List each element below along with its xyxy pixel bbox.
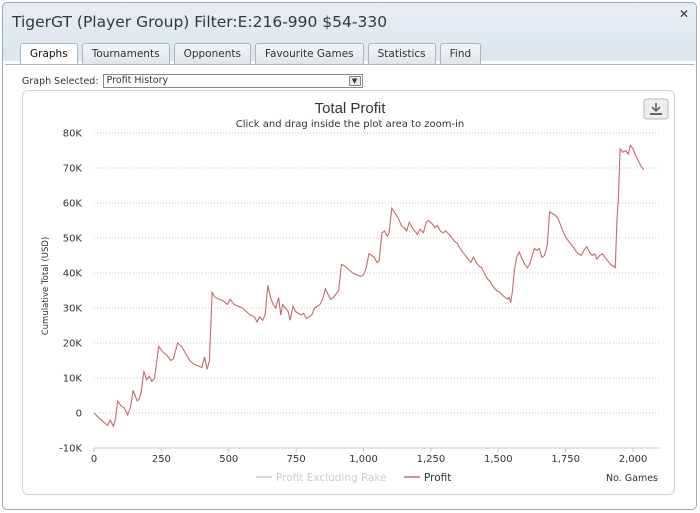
y-tick-label: 30K <box>63 304 83 315</box>
close-icon[interactable]: ✕ <box>678 7 689 21</box>
y-tick-label: 70K <box>63 164 83 175</box>
legend-label-profit: Profit <box>424 472 451 484</box>
chart-panel <box>22 90 675 495</box>
x-tick-label: 1,500 <box>484 454 513 465</box>
graph-select-dropdown[interactable]: Profit History ▼ <box>102 74 363 88</box>
tab-divider <box>5 64 694 65</box>
tab-favourite-games[interactable]: Favourite Games <box>254 43 364 64</box>
x-tick-label: 250 <box>152 454 171 465</box>
tab-bar: Graphs Tournaments Opponents Favourite G… <box>20 43 485 65</box>
chart-title: Total Profit <box>315 100 387 117</box>
y-axis-ticks: -10K 0 10K 20K 30K 40K 50K 60K 70K 80K <box>59 129 82 455</box>
x-axis-ticks: 0 250 500 750 1,000 1,250 1,500 1,750 2,000 <box>91 454 648 465</box>
graph-selected-label: Graph Selected: <box>22 75 99 87</box>
y-tick-label: 50K <box>63 234 83 245</box>
chart-legend: Profit Excluding Rake Profit <box>256 472 451 484</box>
tab-opponents[interactable]: Opponents <box>173 43 251 64</box>
y-tick-label: -10K <box>59 444 82 455</box>
legend-label-profit-excluding-rake: Profit Excluding Rake <box>276 472 387 484</box>
x-axis-label: No. Games <box>606 473 658 484</box>
x-tick-label: 1,000 <box>349 454 378 465</box>
graph-selector-row: Graph Selected: Profit History ▼ <box>22 74 363 88</box>
y-tick-label: 20K <box>63 339 83 350</box>
x-tick-label: 1,250 <box>417 454 446 465</box>
window-title: TigerGT (Player Group) Filter:E:216-990 … <box>12 13 388 31</box>
x-tick-label: 2,000 <box>619 454 648 465</box>
download-icon <box>650 103 662 115</box>
x-tick-label: 500 <box>219 454 238 465</box>
y-tick-label: 80K <box>63 129 83 140</box>
profit-series-line <box>93 144 645 428</box>
tab-statistics[interactable]: Statistics <box>367 43 436 64</box>
chart-subtitle: Click and drag inside the plot area to z… <box>236 119 464 130</box>
y-tick-label: 0 <box>76 409 82 420</box>
y-tick-label: 10K <box>63 374 83 385</box>
x-tick-label: 0 <box>91 454 97 465</box>
legend-item-profit-excluding-rake[interactable]: Profit Excluding Rake <box>256 472 387 484</box>
y-tick-label: 60K <box>63 199 83 210</box>
tab-graphs[interactable]: Graphs <box>20 43 78 65</box>
x-tick-label: 750 <box>287 454 306 465</box>
x-tick-label: 1,750 <box>551 454 580 465</box>
tab-find[interactable]: Find <box>439 43 482 64</box>
legend-item-profit[interactable]: Profit <box>404 472 451 484</box>
tab-tournaments[interactable]: Tournaments <box>81 43 170 64</box>
y-tick-label: 40K <box>63 269 83 280</box>
chart-grid <box>93 132 660 452</box>
graph-select-value: Profit History <box>106 75 169 86</box>
export-button[interactable] <box>643 98 669 120</box>
y-axis-label: Cumulative Total (USD) <box>41 237 51 336</box>
chevron-down-icon[interactable]: ▼ <box>348 76 361 86</box>
